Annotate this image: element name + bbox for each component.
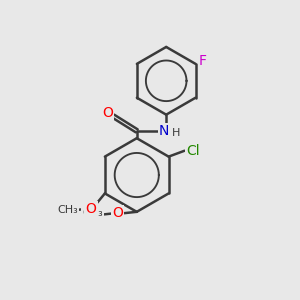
Text: Cl: Cl	[186, 144, 200, 158]
Text: CH₃: CH₃	[82, 208, 103, 218]
Text: O: O	[103, 106, 113, 120]
Text: N: N	[159, 124, 169, 138]
Text: O: O	[85, 202, 97, 216]
Text: O: O	[112, 206, 123, 220]
Text: H: H	[171, 128, 180, 138]
Text: F: F	[199, 54, 207, 68]
Text: CH₃: CH₃	[57, 205, 78, 215]
